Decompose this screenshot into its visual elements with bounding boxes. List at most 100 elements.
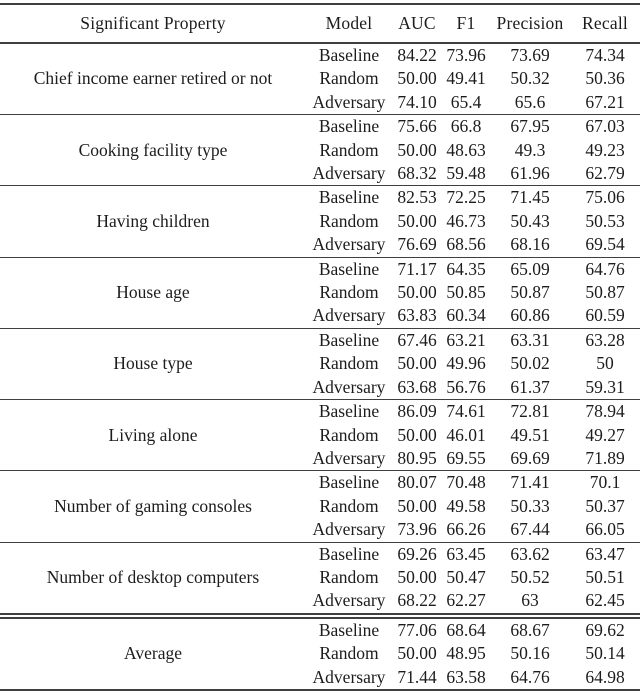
table-row: Random 50.00 48.63 49.3 49.23 [0,139,640,162]
f1-cell: 62.27 [446,590,486,611]
f1-cell: 50.47 [446,566,486,587]
table-row: Adversary 76.69 68.56 68.16 69.54 [0,233,640,257]
f1-cell: 46.01 [446,424,486,445]
recall-cell: 63.28 [570,327,640,353]
auc-cell: 63.83 [397,305,437,326]
col-header-f1: F1 [442,4,490,44]
precision-cell: 63.31 [490,327,570,353]
model-cell: Baseline [306,327,392,353]
model-cell: Baseline [306,185,392,210]
recall-cell: 50 [596,353,614,374]
table-row: Cooking facility type Baseline 75.66 66.8 67… [0,114,640,186]
model-cell: Baseline [306,256,392,282]
model-cell: Random [319,566,379,587]
f1-cell: 72.25 [442,185,490,210]
recall-cell: 62.79 [585,163,625,184]
precision-cell: 67.44 [510,519,550,540]
table-row: Having children Baseline 82.53 72.25 71.45 75… [0,185,640,258]
model-cell: Baseline [306,470,392,495]
f1-cell: 66.26 [446,519,486,540]
property-cell: Average [0,612,306,690]
model-cell: Baseline [306,399,392,424]
property-cell: Number of desktop computers [0,541,306,616]
model-cell: Random [319,282,379,303]
col-header-precision: Precision [490,4,570,44]
model-cell: Adversary [312,163,386,184]
auc-cell: 50.00 [397,210,437,231]
recall-cell: 69.62 [570,612,640,643]
f1-cell: 66.8 [442,114,490,139]
table-row: Adversary 80.95 69.55 69.69 71.89 [0,447,640,471]
col-header-auc: AUC [392,4,442,44]
auc-cell: 50.00 [397,139,437,160]
property-cell: House type [0,327,306,400]
table-row: House type Baseline 67.46 63.21 63.31 63.28 [0,327,640,400]
precision-cell: 49.51 [510,424,550,445]
f1-cell: 49.58 [446,495,486,516]
auc-cell: 63.68 [397,376,437,397]
property-cell: Cooking facility type [0,114,306,186]
f1-cell: 49.41 [446,68,486,89]
f1-cell: 65.4 [450,91,482,112]
precision-cell: 50.02 [510,353,550,374]
recall-cell: 66.05 [585,519,625,540]
recall-cell: 59.31 [585,376,625,397]
model-cell: Adversary [312,590,386,611]
precision-cell: 61.37 [510,376,550,397]
auc-cell: 71.44 [397,666,437,687]
precision-cell: 61.96 [510,163,550,184]
model-cell: Random [319,643,379,664]
f1-cell: 70.48 [442,470,490,495]
recall-cell: 50.14 [585,643,625,664]
col-header-recall: Recall [570,4,640,44]
auc-cell: 75.66 [392,114,442,139]
auc-cell: 50.00 [397,495,437,516]
table-row: Random 50.00 46.01 49.51 49.27 [0,424,640,447]
precision-cell: 50.52 [510,566,550,587]
table-row: Adversary 71.44 63.58 64.76 64.98 [0,666,640,690]
recall-cell: 63.47 [570,541,640,566]
model-cell: Random [319,210,379,231]
recall-cell: 50.51 [585,566,625,587]
model-cell: Random [319,139,379,160]
recall-cell: 64.76 [570,256,640,282]
auc-cell: 86.09 [392,399,442,424]
f1-cell: 63.21 [442,327,490,353]
precision-cell: 69.69 [510,447,550,468]
f1-cell: 60.34 [446,305,486,326]
precision-cell: 68.67 [490,612,570,643]
col-header-significant-property: Significant Property [0,4,306,44]
recall-cell: 67.03 [570,114,640,139]
f1-cell: 56.76 [446,376,486,397]
model-cell: Baseline [306,42,392,68]
table-row: Random 50.00 49.96 50.02 50 [0,352,640,375]
recall-cell: 50.53 [585,210,625,231]
model-cell: Adversary [312,305,386,326]
f1-cell: 64.35 [442,256,490,282]
auc-cell: 73.96 [397,519,437,540]
precision-cell: 71.41 [490,470,570,495]
model-cell: Random [319,495,379,516]
table-row: Random 50.00 46.73 50.43 50.53 [0,210,640,233]
f1-cell: 48.95 [446,643,486,664]
auc-cell: 50.00 [397,353,437,374]
f1-cell: 63.45 [442,541,490,566]
table-row: Adversary 74.10 65.4 65.6 67.21 [0,91,640,115]
auc-cell: 80.07 [392,470,442,495]
table-row: Random 50.00 49.58 50.33 50.37 [0,495,640,518]
f1-cell: 73.96 [442,42,490,68]
recall-cell: 60.59 [585,305,625,326]
recall-cell: 70.1 [570,470,640,495]
f1-cell: 48.63 [446,139,486,160]
f1-cell: 46.73 [446,210,486,231]
table-row: Adversary 73.96 66.26 67.44 66.05 [0,518,640,542]
table-row: Random 50.00 50.47 50.52 50.51 [0,566,640,589]
auc-cell: 69.26 [392,541,442,566]
auc-cell: 50.00 [397,643,437,664]
recall-cell: 49.27 [585,424,625,445]
f1-cell: 59.48 [446,163,486,184]
precision-cell: 49.3 [514,139,546,160]
model-cell: Adversary [312,519,386,540]
header-row: Significant Property Model AUC F1 Precis… [0,4,640,44]
